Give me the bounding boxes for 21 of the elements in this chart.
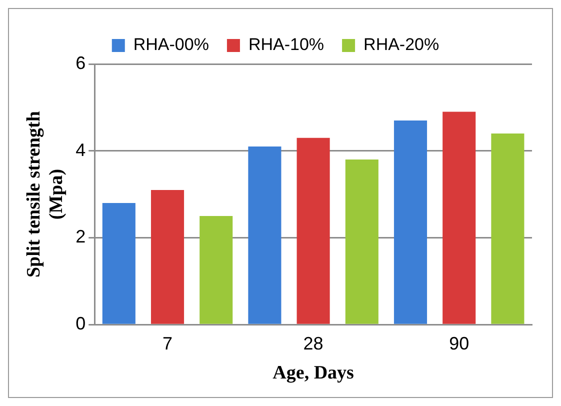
- bar: [248, 146, 282, 324]
- bar: [102, 202, 136, 324]
- legend-label: RHA-20%: [364, 35, 440, 54]
- legend-label: RHA-10%: [248, 35, 324, 54]
- legend-label: RHA-00%: [133, 35, 209, 54]
- x-tick-label: 28: [303, 333, 324, 354]
- bar: [345, 160, 378, 324]
- y-tick-label: 2: [76, 226, 86, 247]
- y-tick-label: 6: [76, 52, 86, 73]
- x-tick-label: 7: [162, 333, 173, 354]
- bar: [150, 190, 184, 324]
- bar: [491, 133, 524, 324]
- bar: [394, 120, 428, 324]
- bar: [442, 112, 476, 324]
- x-axis-title: Age, Days: [272, 362, 354, 384]
- bar: [296, 138, 330, 324]
- x-tick-label: 90: [449, 333, 470, 354]
- y-axis-title: Split tensile strength (Mpa): [23, 110, 68, 278]
- y-tick-label: 4: [76, 140, 86, 160]
- y-tick-label: 0: [76, 314, 86, 334]
- bar: [200, 216, 233, 324]
